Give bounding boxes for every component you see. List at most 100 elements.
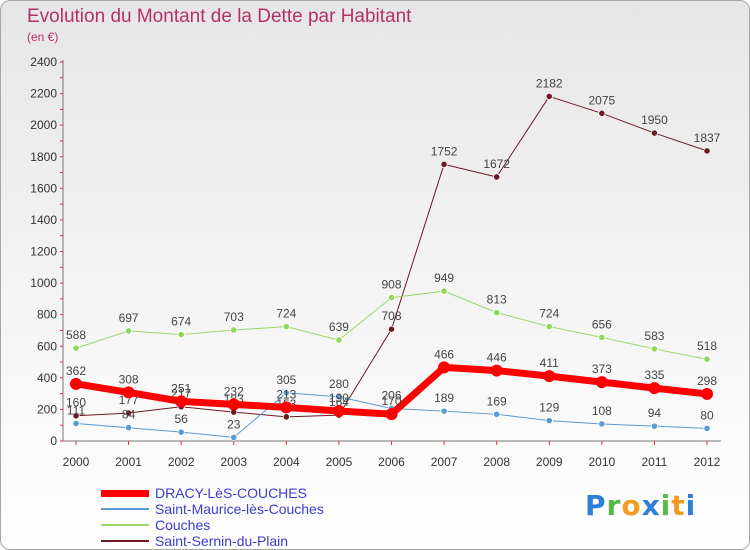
data-point <box>650 345 659 353</box>
x-tick-label: 2002 <box>168 455 195 469</box>
data-label: 949 <box>434 271 454 285</box>
data-point <box>598 420 606 428</box>
data-label: 56 <box>174 412 188 426</box>
x-tick-label: 2010 <box>588 455 615 469</box>
data-point <box>72 412 80 420</box>
legend-swatch <box>101 508 149 510</box>
legend: DRACY-LèS-COUCHES Saint-Maurice-lès-Couc… <box>101 485 441 549</box>
y-tick-label: 1000 <box>30 276 57 290</box>
data-point <box>440 287 448 295</box>
data-point <box>230 433 238 441</box>
x-tick-label: 2005 <box>326 455 353 469</box>
data-point <box>230 326 238 334</box>
legend-item: Saint-Maurice-lès-Couches <box>101 501 441 517</box>
y-tick-label: 1400 <box>30 213 57 227</box>
logo-letter: o <box>621 489 642 522</box>
data-label: 1672 <box>483 157 510 171</box>
data-point <box>598 109 606 117</box>
legend-item: Couches <box>101 517 441 533</box>
data-point <box>177 330 185 339</box>
data-label: 1950 <box>641 113 668 127</box>
data-label: 446 <box>487 351 507 365</box>
data-label: 94 <box>648 406 662 420</box>
data-point <box>385 408 398 421</box>
y-tick-label: 1200 <box>30 245 57 259</box>
data-label: 724 <box>276 307 296 321</box>
x-tick-label: 2009 <box>536 455 563 469</box>
chart-title: Evolution du Montant de la Dette par Hab… <box>27 6 412 27</box>
data-label: 164 <box>329 395 349 409</box>
data-label: 108 <box>592 404 612 418</box>
legend-item: DRACY-LèS-COUCHES <box>101 485 441 501</box>
series-line <box>75 95 708 418</box>
data-label: 583 <box>644 329 664 343</box>
y-tick-label: 1600 <box>30 181 57 195</box>
legend-label: Couches <box>155 517 211 533</box>
data-point <box>703 424 711 432</box>
data-label: 674 <box>171 315 191 329</box>
x-tick-label: 2006 <box>378 455 405 469</box>
data-label: 2075 <box>588 93 615 107</box>
data-label: 703 <box>224 310 244 324</box>
data-label: 656 <box>592 317 612 331</box>
data-label: 189 <box>434 391 454 405</box>
x-tick-label: 2003 <box>220 455 247 469</box>
data-label: 588 <box>66 328 86 342</box>
data-label: 724 <box>539 307 559 321</box>
x-tick-label: 2012 <box>694 455 721 469</box>
data-label: 1752 <box>431 144 458 158</box>
x-tick-label: 2008 <box>483 455 510 469</box>
data-label: 232 <box>224 384 244 398</box>
x-tick-label: 2007 <box>431 455 458 469</box>
data-label: 80 <box>700 408 714 422</box>
data-point <box>703 355 711 363</box>
data-point <box>70 377 82 390</box>
data-label: 697 <box>119 311 139 325</box>
y-tick-label: 600 <box>37 339 57 353</box>
data-label: 213 <box>276 387 296 401</box>
y-tick-label: 1800 <box>30 150 57 164</box>
data-point <box>122 386 135 399</box>
data-point <box>280 401 293 414</box>
data-label: 169 <box>487 394 507 408</box>
data-label: 251 <box>171 381 191 395</box>
data-point <box>387 294 396 302</box>
data-point <box>282 413 290 421</box>
logo-letter: t <box>671 489 686 522</box>
data-point <box>598 333 606 342</box>
data-label: 708 <box>381 309 401 323</box>
logo-letter: P <box>585 489 607 522</box>
data-point <box>332 404 345 417</box>
data-point <box>701 387 713 400</box>
data-point <box>335 336 343 344</box>
data-point <box>650 129 659 137</box>
data-label: 160 <box>66 396 86 410</box>
data-point <box>387 325 396 333</box>
data-label: 373 <box>592 362 612 376</box>
data-point <box>175 395 188 408</box>
data-point <box>545 323 553 331</box>
legend-label: Saint-Maurice-lès-Couches <box>155 501 324 517</box>
data-label: 466 <box>434 347 454 361</box>
data-label: 190 <box>329 391 349 405</box>
data-label: 639 <box>329 320 349 334</box>
data-point <box>493 173 501 181</box>
data-label: 2182 <box>536 76 563 90</box>
logo-letter: i <box>660 489 672 522</box>
data-point <box>335 393 343 401</box>
x-tick-label: 2011 <box>642 455 668 469</box>
data-label: 129 <box>539 401 559 415</box>
data-label: 813 <box>487 293 507 307</box>
data-label: 280 <box>329 377 349 391</box>
data-point <box>124 409 133 417</box>
data-point <box>493 309 501 317</box>
data-point <box>543 370 556 383</box>
logo-letter: i <box>685 489 697 522</box>
data-point <box>124 327 133 335</box>
data-point <box>595 376 608 389</box>
data-point <box>438 361 451 374</box>
x-tick-label: 2004 <box>273 455 300 469</box>
data-label: 111 <box>67 403 86 417</box>
